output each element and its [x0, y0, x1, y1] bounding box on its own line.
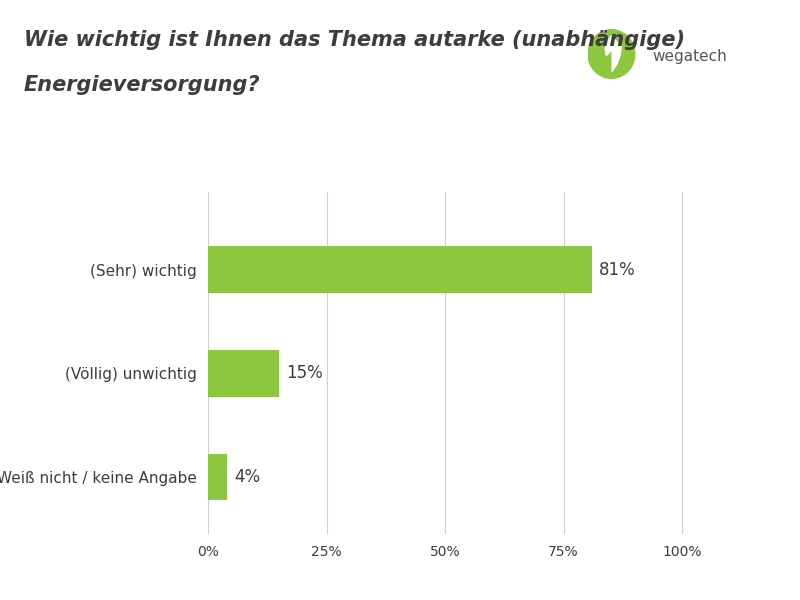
Bar [208, 454, 227, 500]
Text: wegatech: wegatech [652, 49, 726, 64]
Bar [208, 350, 279, 397]
Text: 15%: 15% [286, 364, 323, 382]
Text: 81%: 81% [599, 261, 636, 279]
Text: 4%: 4% [234, 468, 260, 486]
Bar [208, 247, 592, 293]
Circle shape [588, 29, 635, 78]
Text: Energieversorgung?: Energieversorgung? [24, 75, 261, 95]
Text: Wie wichtig ist Ihnen das Thema autarke (unabhängige): Wie wichtig ist Ihnen das Thema autarke … [24, 30, 685, 50]
PathPatch shape [605, 35, 622, 73]
